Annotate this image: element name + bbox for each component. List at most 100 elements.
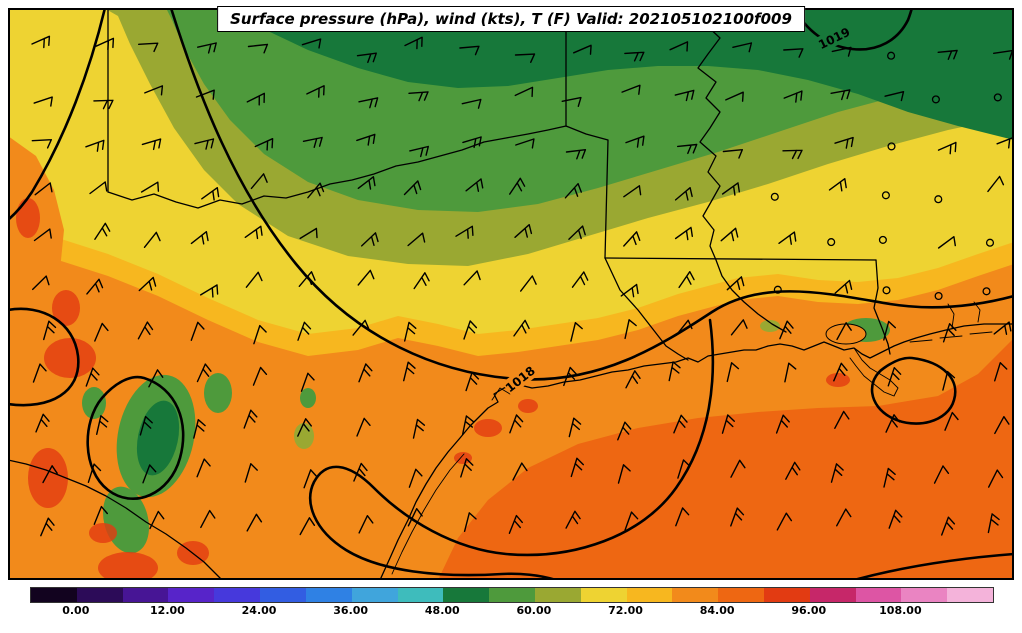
wind-barb [721, 182, 740, 196]
wind-barb [409, 145, 429, 158]
wind-barb [785, 461, 801, 480]
wind-barb [413, 272, 430, 290]
wind-barb [942, 323, 957, 343]
wind-barb [43, 320, 57, 341]
wind-barb [149, 510, 165, 530]
colorbar-segment [260, 588, 306, 602]
wind-barb [34, 182, 53, 196]
wind-barb [888, 509, 903, 529]
wind-barb [403, 361, 416, 382]
wind-barb [357, 269, 375, 286]
wind-barb [94, 222, 111, 240]
wind-barb [944, 411, 959, 431]
wind-barb [93, 99, 114, 110]
wind-barb [617, 421, 632, 441]
colorbar-tick-label: 60.00 [516, 604, 552, 617]
colorbar-segment [764, 588, 810, 602]
wind-barb [33, 96, 53, 107]
wind-barb [460, 458, 474, 478]
wind-barb [356, 417, 371, 437]
wind-barb [565, 510, 581, 529]
wind-barb [86, 278, 104, 295]
wind-barb [243, 409, 258, 429]
wind-barb [407, 508, 423, 527]
wind-barb [95, 37, 115, 51]
colorbar-tick-label: 48.00 [424, 604, 460, 617]
wind-barb [624, 319, 637, 340]
calm-wind-circle [934, 195, 943, 204]
wind-barb [459, 45, 480, 56]
wind-barb [140, 181, 160, 193]
wind-barb [194, 138, 215, 150]
wind-barb [625, 135, 645, 148]
wind-barb [675, 507, 690, 527]
wind-barb [201, 187, 220, 201]
wind-barb [137, 321, 154, 340]
colorbar-segment [76, 588, 123, 602]
wind-barb [668, 361, 681, 382]
colorbar-segment [397, 588, 444, 602]
colorbar-tick-label: 108.00 [879, 604, 922, 617]
calm-wind-circle [770, 192, 779, 201]
wind-barb [301, 38, 322, 49]
wind-barb [830, 89, 851, 101]
colorbar-segment [168, 588, 215, 602]
wind-barb [732, 42, 753, 53]
wind-barb [244, 463, 258, 483]
wind-barb [563, 366, 577, 387]
wind-barb [513, 319, 530, 337]
wind-barb [623, 185, 642, 198]
wind-barb [85, 139, 105, 152]
wind-barb [190, 231, 209, 245]
wind-barb [674, 89, 695, 102]
wind-barb [356, 133, 376, 146]
wind-barb [462, 136, 482, 149]
geography-borders-layer [8, 8, 1014, 580]
wind-barb [833, 362, 848, 382]
wind-barb [403, 180, 422, 196]
wind-barb [200, 284, 219, 298]
wind-barb [730, 459, 746, 478]
wind-barb [836, 508, 852, 527]
wind-barb [190, 321, 205, 341]
calm-wind-circle [878, 235, 887, 244]
wind-barb [245, 271, 263, 288]
wind-barb [193, 419, 206, 439]
calm-wind-circle [982, 287, 991, 296]
wind-barb [726, 362, 740, 383]
wind-barb [302, 136, 323, 148]
wind-barb [726, 276, 745, 291]
calm-wind-circle [881, 191, 890, 200]
wind-barb [937, 141, 957, 155]
wind-barb [35, 413, 50, 433]
wind-barb [730, 319, 748, 336]
colorbar-segment [855, 588, 902, 602]
wind-barb [141, 138, 162, 151]
colorbar-segment [122, 588, 169, 602]
wind-barb [299, 227, 318, 240]
wind-barb [722, 149, 743, 159]
wind-barb [31, 139, 52, 149]
colorbar-tick-label: 96.00 [791, 604, 827, 617]
wind-barb [834, 410, 850, 429]
wind-barb [783, 90, 803, 103]
wind-barb [509, 414, 524, 434]
wind-barb [463, 320, 478, 340]
wind-barb [625, 370, 641, 389]
colorbar-tick-labels: 0.00 12.00 24.00 36.00 48.00 60.00 72.00 84.00 9… [30, 604, 992, 620]
colorbar-segment [580, 588, 627, 602]
contour-label-backing [815, 23, 853, 53]
wind-barb [624, 51, 645, 62]
wind-barb [883, 320, 896, 341]
wind-barb [885, 414, 901, 433]
temperature-field-layer [8, 8, 1014, 580]
wind-barb [93, 505, 108, 525]
calm-wind-circle [882, 286, 891, 295]
wind-barb [250, 173, 268, 190]
wind-barb [246, 513, 263, 532]
colorbar-segment [626, 588, 673, 602]
wind-barb [404, 36, 423, 50]
colorbar-tick-label: 36.00 [333, 604, 369, 617]
calm-wind-circle [827, 238, 836, 247]
wind-barb [94, 322, 109, 342]
